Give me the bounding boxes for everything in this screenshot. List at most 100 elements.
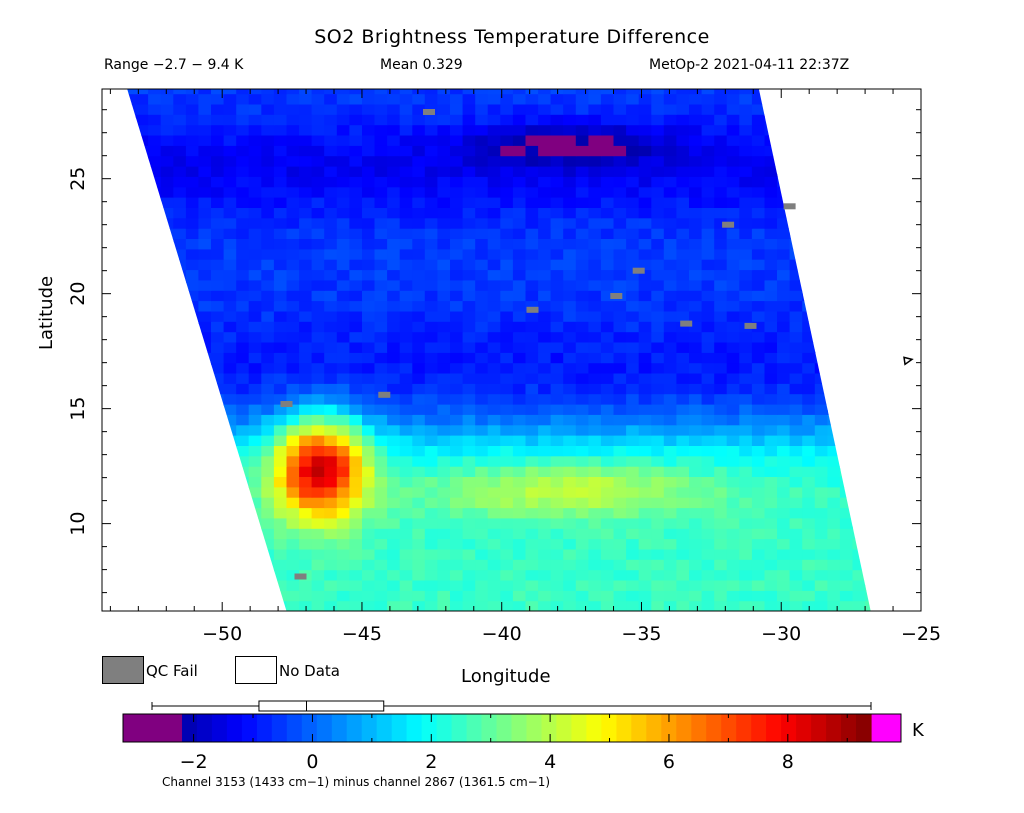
field-cell (714, 528, 728, 540)
field-cell (638, 559, 652, 571)
field-cell (349, 259, 363, 271)
field-cell (613, 279, 627, 291)
field-cell (663, 228, 677, 239)
field-cell (374, 476, 388, 488)
field-cell (261, 321, 275, 333)
field-cell (286, 155, 300, 167)
field-cell (399, 373, 413, 384)
field-cell (475, 217, 489, 229)
field-cell (286, 331, 300, 343)
field-cell (563, 228, 577, 239)
field-cell (487, 300, 501, 312)
field-cell (588, 424, 602, 436)
field-cell (663, 352, 677, 364)
field-cell (764, 497, 778, 509)
field-cell (839, 559, 854, 571)
field-cell (575, 590, 589, 602)
field-cell (525, 300, 539, 312)
field-cell (575, 383, 589, 395)
field-cell (424, 590, 438, 602)
field-cell (349, 331, 363, 343)
field-cell (437, 217, 451, 229)
field-cell (626, 197, 640, 208)
field-cell (676, 476, 690, 488)
colorbar-step (196, 714, 213, 742)
field-cell (651, 538, 665, 550)
field-cell (299, 424, 313, 436)
field-cell (764, 559, 778, 571)
field-cell (726, 176, 740, 188)
field-cell (538, 445, 552, 457)
field-cell (588, 207, 602, 219)
field-cell (726, 559, 740, 571)
field-cell (764, 466, 778, 477)
field-cell (261, 435, 275, 446)
field-cell (575, 155, 589, 167)
field-cell (663, 331, 677, 343)
field-cell (475, 259, 489, 271)
colorbar-step (691, 714, 707, 742)
field-cell (399, 424, 413, 436)
field-cell (600, 404, 615, 415)
field-cell (362, 186, 376, 198)
field-cell (575, 404, 589, 415)
field-cell (248, 373, 262, 384)
field-cell (852, 590, 866, 602)
field-cell (739, 124, 753, 136)
field-cell (450, 145, 464, 157)
field-cell (575, 135, 589, 146)
field-cell (248, 103, 262, 115)
field-cell (324, 248, 338, 260)
field-cell (198, 186, 212, 198)
field-cell (764, 310, 778, 322)
field-cell (739, 352, 753, 364)
field-cell (160, 155, 174, 167)
colorbar-step (556, 714, 572, 742)
field-cell (651, 238, 665, 250)
field-cell (575, 476, 589, 488)
field-cell (299, 135, 313, 146)
field-cell (626, 404, 640, 415)
field-cell (236, 114, 250, 126)
field-cell (626, 414, 640, 426)
field-cell (563, 559, 577, 571)
colorbar-step (601, 714, 617, 742)
field-cell (525, 279, 539, 291)
field-cell (362, 507, 376, 519)
field-cell (714, 580, 728, 591)
colorbar-step (346, 714, 363, 742)
field-cell (802, 497, 816, 509)
field-cell (575, 176, 589, 188)
field-cell (726, 548, 740, 560)
field-cell (651, 476, 665, 488)
field-cell (789, 569, 803, 581)
field-cell (588, 217, 602, 229)
field-cell (676, 497, 690, 509)
field-cell (299, 290, 313, 302)
field-cell (789, 455, 803, 467)
field-cell (437, 290, 451, 302)
field-cell (424, 331, 438, 343)
field-cell (600, 559, 615, 571)
field-cell (676, 290, 690, 302)
field-cell (148, 135, 162, 146)
field-cell (600, 135, 615, 146)
field-cell (676, 538, 690, 550)
field-cell (387, 373, 401, 384)
field-cell (475, 290, 489, 302)
field-cell (236, 383, 250, 395)
field-cell (273, 404, 288, 415)
field-cell (714, 269, 728, 281)
field-cell (550, 186, 564, 198)
colorbar-frame (122, 713, 902, 743)
field-cell (701, 248, 715, 260)
field-cell (399, 528, 413, 540)
field-cell (236, 455, 250, 467)
field-cell (412, 476, 426, 488)
field-cell (575, 580, 589, 591)
field-cell (563, 114, 577, 126)
field-cell (701, 528, 715, 540)
field-cell (739, 114, 753, 126)
field-cell (500, 486, 514, 498)
field-cell (324, 207, 338, 219)
